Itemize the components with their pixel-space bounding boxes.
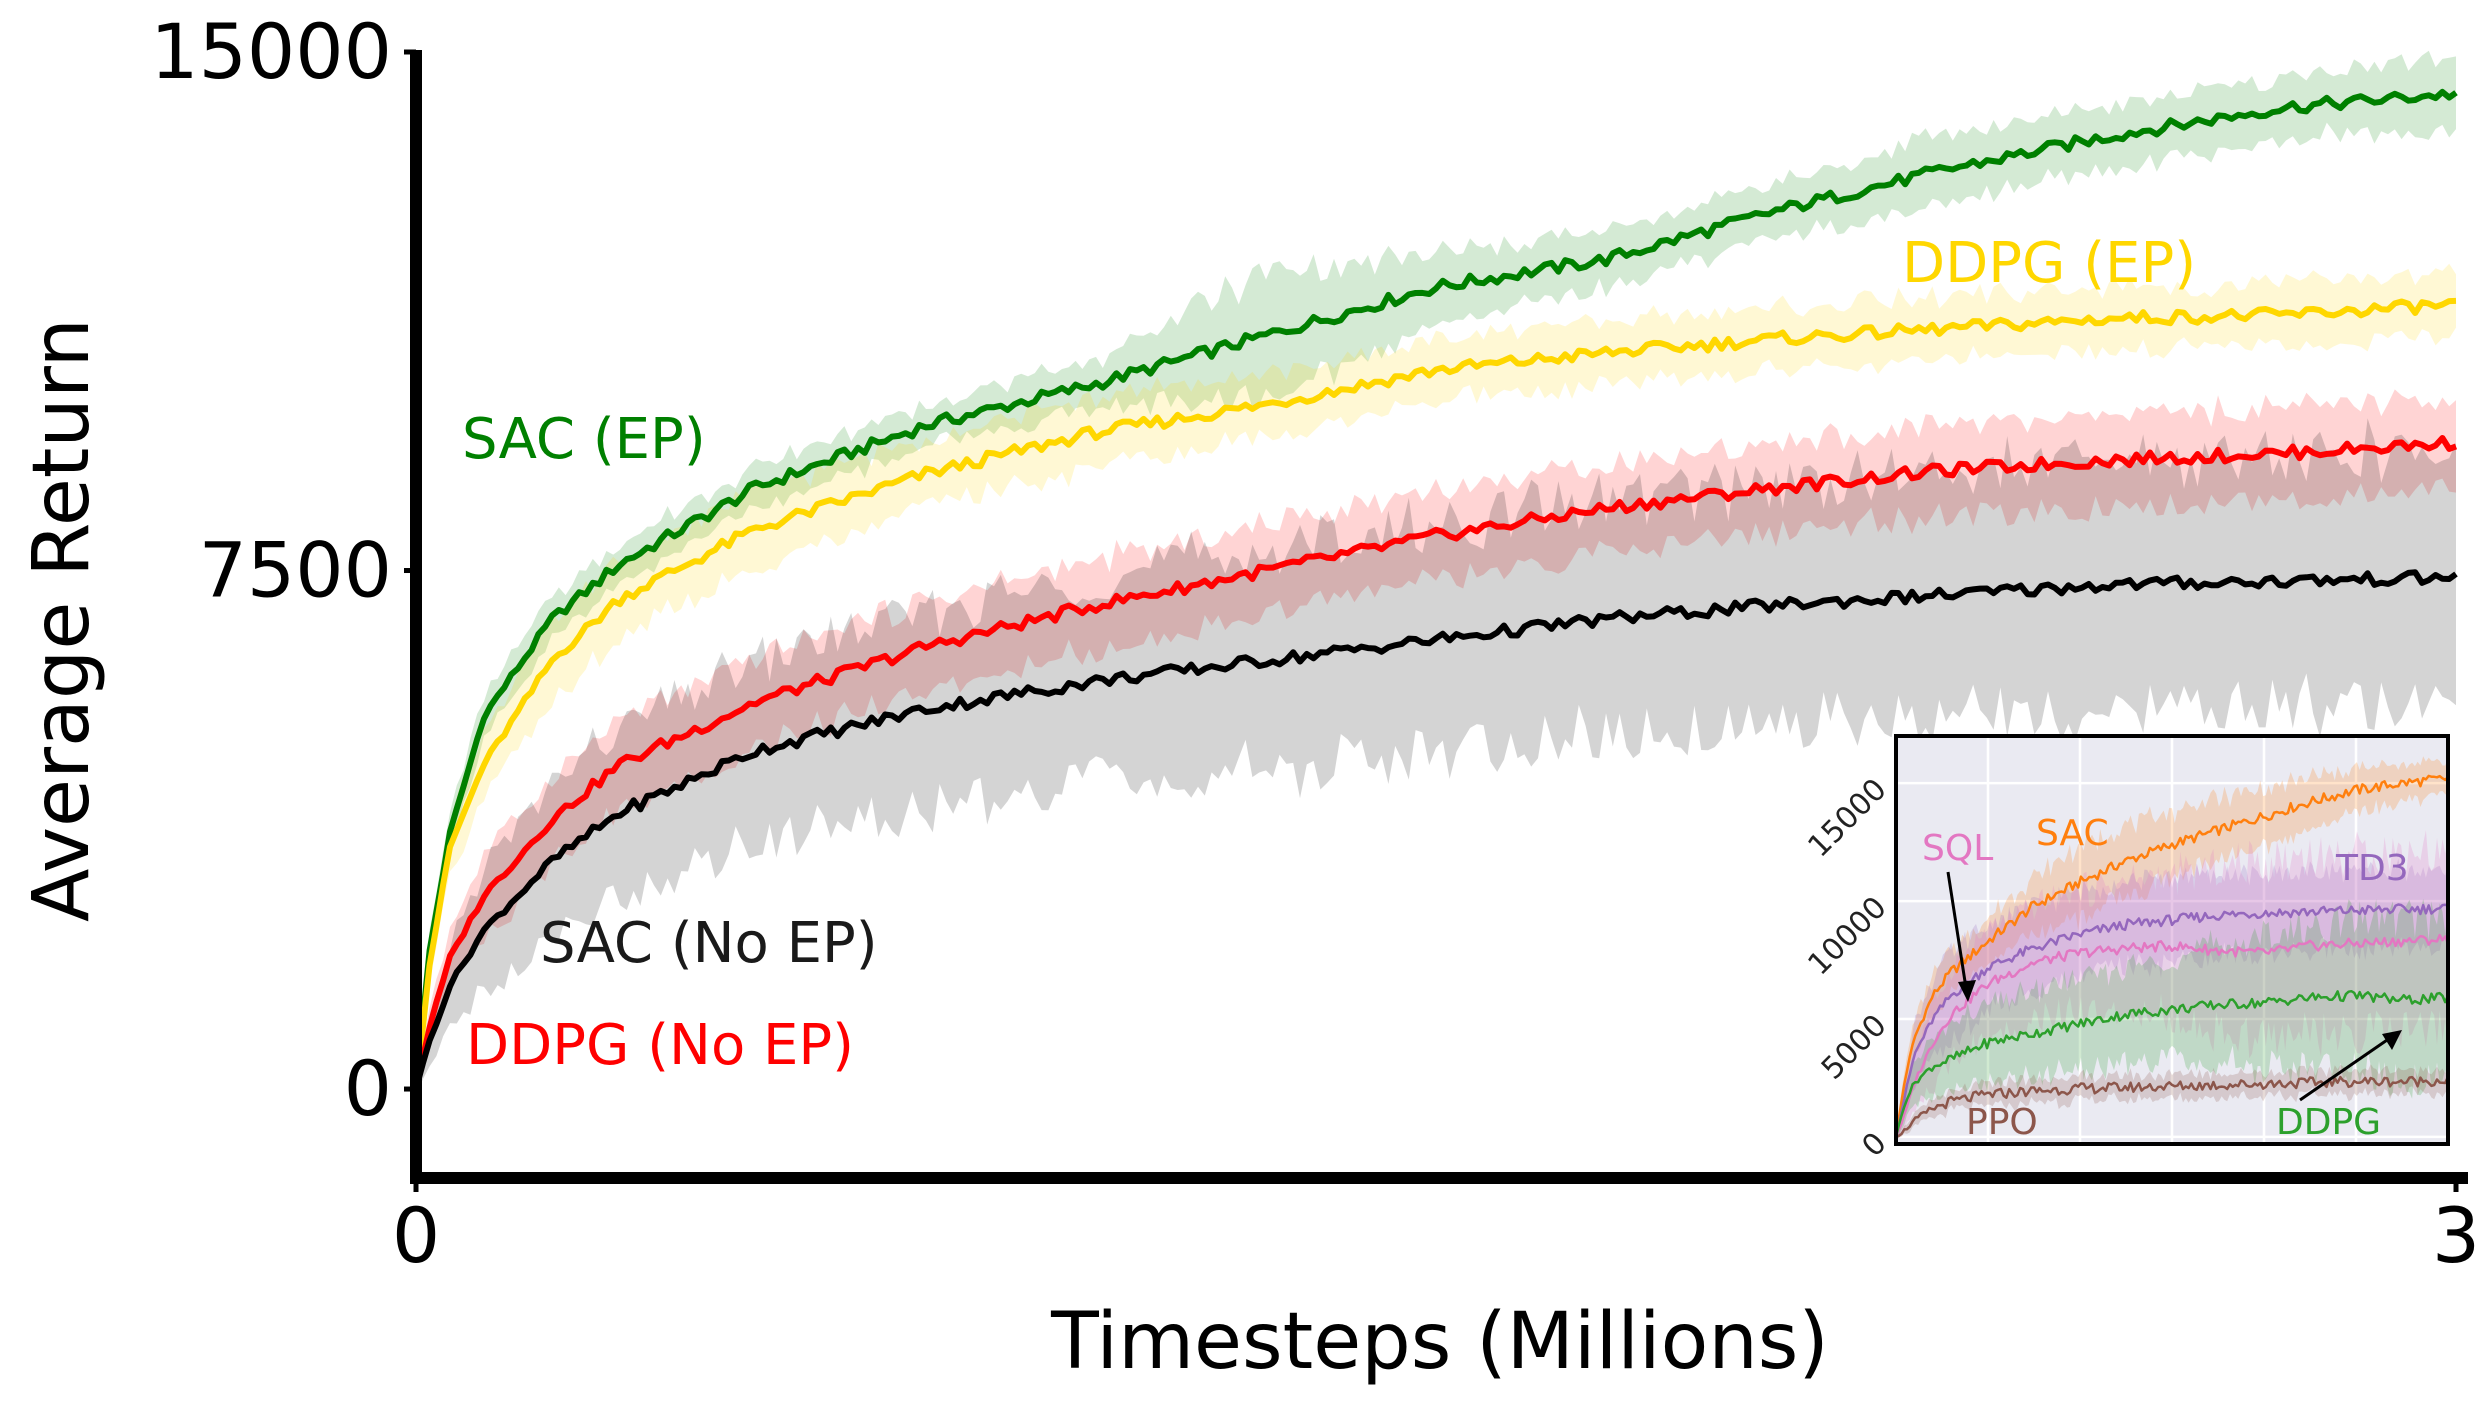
inset-label-ddpg: DDPG [2276, 1102, 2381, 1143]
series-label-ddpg-ep: DDPG (EP) [1902, 231, 2196, 296]
series-label-sac-ep: SAC (EP) [462, 407, 706, 472]
main-line-ddpg-ep [413, 297, 2457, 1090]
inset-grid [1896, 736, 2448, 1144]
series-label-ddpg-no-ep: DDPG (No EP) [466, 1013, 854, 1078]
inset-arrow-sql [1946, 871, 1976, 1002]
inset-line-td3 [1896, 903, 2448, 1138]
inset-y-tick-label: 10000 [1801, 890, 1893, 982]
y-tick-label: 7500 [199, 526, 392, 615]
main-band-sac-ep [416, 50, 2456, 1101]
inset-y-tick-label: 5000 [1815, 1008, 1894, 1087]
series-label-sac-no-ep: SAC (No EP) [540, 911, 878, 976]
inset-line-ddpg [1896, 989, 2448, 1138]
main-series-lines [413, 88, 2458, 1090]
inset-line-sql [1896, 933, 2448, 1138]
main-ticks: 0 7500 15000 0 3 [150, 7, 2480, 1280]
inset-label-td3: TD3 [2335, 848, 2409, 889]
inset-label-sac: SAC [2036, 813, 2109, 854]
main-line-sac-ep [413, 88, 2458, 1090]
y-tick-label: 15000 [150, 7, 392, 96]
x-tick-label: 3 [2432, 1191, 2480, 1280]
inset-ticks: 0 5000 10000 15000 [1801, 772, 1893, 1164]
x-tick-label: 0 [392, 1191, 440, 1280]
inset-band-sac [1896, 756, 2448, 1141]
inset-label-ppo: PPO [1966, 1102, 2038, 1143]
inset-frame [1894, 734, 2450, 1146]
main-band-sac-no-ep [416, 418, 2456, 1097]
inset-label-sql: SQL [1922, 828, 1993, 869]
inset-line-ppo [1896, 1075, 2448, 1139]
inset-line-sac [1896, 774, 2448, 1138]
inset-band-ddpg [1896, 898, 2448, 1143]
inset-arrow-ddpg [2299, 1030, 2402, 1102]
inset-band-ppo [1896, 1064, 2448, 1140]
inset-y-tick-label: 0 [1855, 1126, 1893, 1164]
main-line-sac-no-ep [413, 569, 2458, 1090]
y-axis-label: Average Return [17, 318, 107, 922]
main-line-ddpg-no-ep [413, 435, 2458, 1090]
x-axis-label: Timesteps (Millions) [1050, 1297, 1829, 1387]
inset-band-td3 [1896, 858, 2448, 1142]
inset-band-sql [1896, 830, 2448, 1143]
y-tick-label: 0 [344, 1044, 392, 1133]
inset-series-lines [1896, 774, 2448, 1139]
inset-confidence-bands [1896, 756, 2448, 1143]
inset-y-tick-label: 15000 [1801, 772, 1893, 864]
